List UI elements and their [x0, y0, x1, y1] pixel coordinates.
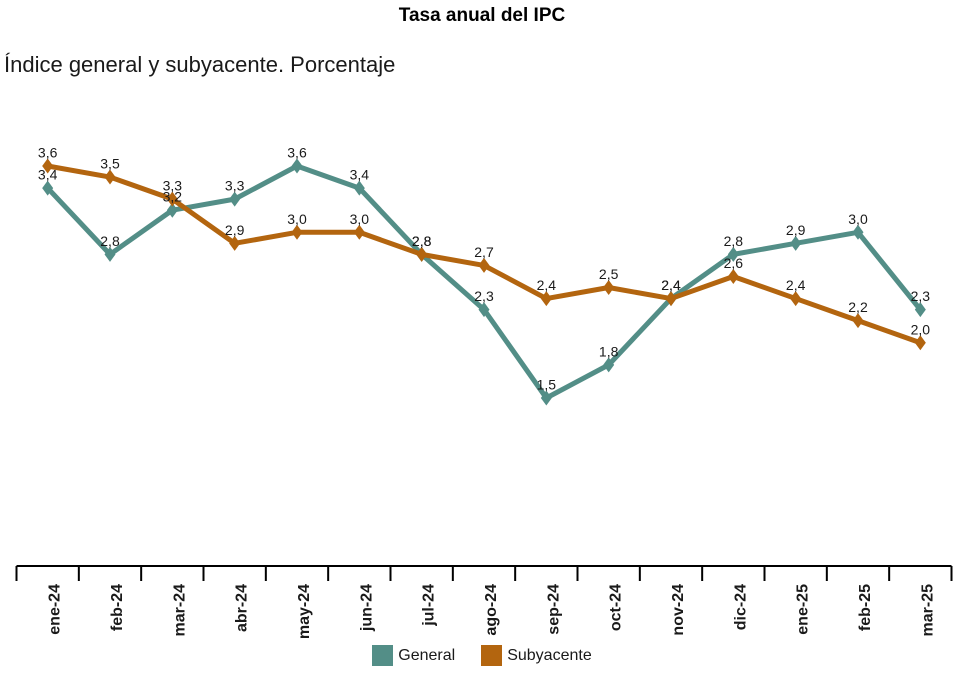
legend-label: Subyacente [507, 646, 592, 664]
data-point-label: 3,4 [350, 167, 370, 183]
data-point-marker-subyacente [540, 291, 552, 307]
data-point-marker-subyacente [914, 335, 926, 351]
data-point-label: 1,5 [537, 377, 557, 393]
data-point-label: 2,4 [786, 277, 806, 293]
chart-legend: General Subyacente [0, 645, 964, 666]
x-axis-label: jun-24 [358, 584, 375, 632]
data-point-label: 2,6 [724, 255, 744, 271]
data-point-marker-subyacente [229, 235, 241, 251]
data-point-marker-general [478, 302, 490, 318]
x-axis-label: feb-24 [109, 584, 126, 631]
data-point-label: 3,0 [350, 211, 370, 227]
data-point-marker-subyacente [727, 268, 739, 284]
data-point-marker-general [353, 180, 365, 196]
data-point-label: 2,9 [786, 222, 806, 238]
legend-label: General [398, 646, 456, 664]
data-point-marker-subyacente [478, 257, 490, 273]
x-axis-label: abr-24 [234, 584, 251, 632]
data-point-marker-subyacente [291, 224, 303, 240]
legend-swatch-general [372, 645, 394, 666]
x-axis-label: jul-24 [421, 584, 438, 627]
chart-title: Tasa anual del IPC [398, 5, 566, 26]
data-point-marker-general [104, 246, 116, 262]
x-axis-label: mar-25 [919, 584, 936, 637]
data-point-marker-subyacente [104, 169, 116, 185]
legend-item-general: General [372, 645, 455, 666]
data-point-label: 3,5 [100, 156, 120, 172]
data-point-marker-general [42, 180, 54, 196]
data-point-marker-general [603, 357, 615, 373]
data-point-label: 2,3 [911, 288, 931, 304]
x-axis-label: ago-24 [483, 584, 500, 636]
data-point-label: 3,3 [163, 178, 183, 194]
x-axis-label: mar-24 [171, 584, 188, 637]
data-point-marker-subyacente [42, 158, 54, 174]
data-point-marker-subyacente [665, 291, 677, 307]
data-point-label: 1,8 [599, 343, 619, 359]
data-point-label: 3,6 [38, 145, 58, 161]
data-point-label: 3,0 [848, 211, 868, 227]
data-point-label: 2,8 [724, 233, 744, 249]
chart-subtitle: Índice general y subyacente. Porcentaje [4, 52, 396, 77]
data-point-marker-subyacente [790, 291, 802, 307]
data-point-label: 2,3 [474, 288, 494, 304]
x-axis-label: nov-24 [670, 584, 687, 636]
data-point-label: 3,6 [287, 145, 307, 161]
data-point-marker-general [727, 246, 739, 262]
data-point-label: 3,2 [163, 189, 183, 205]
data-point-marker-general [229, 191, 241, 207]
data-point-label: 2,0 [911, 321, 931, 337]
data-point-marker-general [291, 158, 303, 174]
data-point-label: 2,5 [599, 266, 619, 282]
data-point-label: 2,9 [225, 222, 245, 238]
legend-item-subyacente: Subyacente [481, 645, 592, 666]
data-point-marker-general [166, 202, 178, 218]
data-point-marker-general [540, 390, 552, 406]
x-axis-label: feb-25 [857, 584, 874, 631]
x-axis-label: sep-24 [545, 584, 562, 635]
data-point-label: 3,3 [225, 178, 245, 194]
data-point-label: 3,0 [287, 211, 307, 227]
data-point-marker-subyacente [852, 313, 864, 329]
data-point-label: 2,8 [100, 233, 120, 249]
line-chart: ene-24 feb-24 mar-24 abr-24 may-24 jun-24 jul-… [15, 145, 953, 639]
data-point-label: 2,7 [474, 244, 494, 260]
data-point-label: 2,8 [412, 233, 432, 249]
data-point-label: 2,4 [661, 277, 681, 293]
data-point-label: 2,2 [848, 299, 868, 315]
data-point-label: 2,4 [537, 277, 557, 293]
data-point-marker-general [790, 235, 802, 251]
data-point-marker-general [852, 224, 864, 240]
x-axis-label: ene-25 [795, 584, 812, 635]
x-axis-label: may-24 [296, 584, 313, 639]
x-axis-label: dic-24 [732, 584, 749, 630]
legend-swatch-subyacente [481, 645, 503, 666]
data-point-label: 3,4 [38, 167, 58, 183]
data-point-marker-subyacente [603, 280, 615, 296]
data-point-label: 2,8 [412, 233, 432, 249]
data-point-marker-general [914, 302, 926, 318]
data-point-marker-subyacente [353, 224, 365, 240]
data-point-marker-subyacente [166, 191, 178, 207]
data-point-marker-subyacente [416, 246, 428, 262]
data-point-label: 2,4 [661, 277, 681, 293]
x-axis-label: oct-24 [608, 584, 625, 631]
x-axis-label: ene-24 [47, 584, 64, 635]
